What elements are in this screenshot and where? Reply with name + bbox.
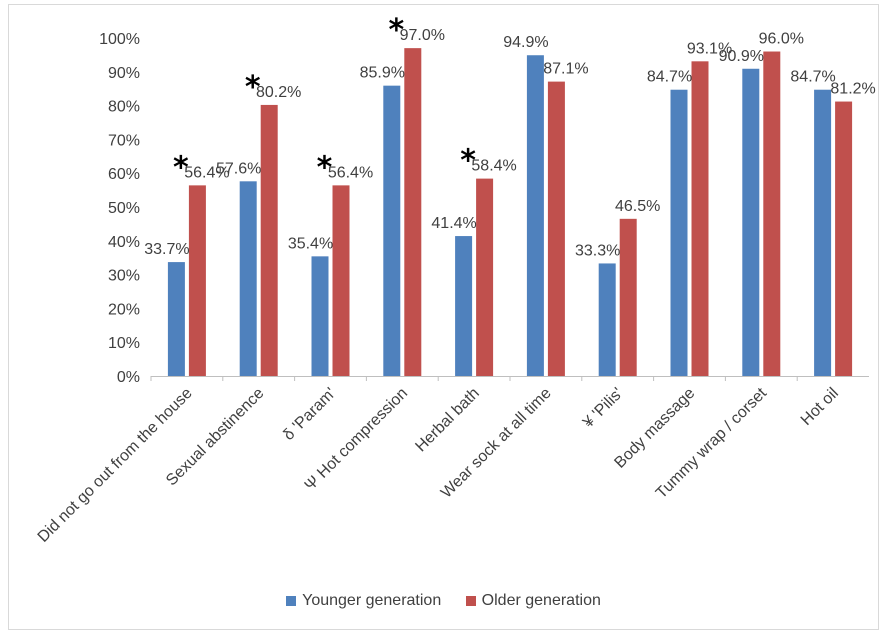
data-label-younger: 85.9% xyxy=(360,65,405,82)
data-label-older: 56.4% xyxy=(184,164,229,181)
y-tick-label: 40% xyxy=(108,234,140,251)
x-tick-label: Did not go out from the house xyxy=(35,385,196,546)
data-label-younger: 84.7% xyxy=(647,69,692,86)
significance-marker: * xyxy=(245,70,261,105)
legend: Younger generation Older generation xyxy=(0,592,887,610)
x-tick-label: δ 'Param' xyxy=(280,385,339,444)
data-label-older: 96.0% xyxy=(759,31,804,48)
significance-marker: * xyxy=(317,150,333,185)
data-label-younger: 33.3% xyxy=(575,242,620,259)
data-label-younger: 57.6% xyxy=(216,160,261,177)
y-tick-label: 90% xyxy=(108,65,140,82)
data-label-younger: 35.4% xyxy=(288,235,333,252)
bar-older xyxy=(763,51,781,377)
data-label-younger: 33.7% xyxy=(144,241,189,258)
y-tick-label: 70% xyxy=(108,132,140,149)
significance-marker: * xyxy=(388,13,404,48)
significance-marker: * xyxy=(173,150,189,185)
y-tick-label: 10% xyxy=(108,335,140,352)
data-label-younger: 41.4% xyxy=(431,215,476,232)
bar-older xyxy=(404,48,422,376)
bar-older xyxy=(332,185,350,376)
bar-younger xyxy=(598,263,616,376)
legend-label-younger: Younger generation xyxy=(302,592,442,609)
significance-marker: * xyxy=(460,144,476,179)
bar-older xyxy=(619,218,637,376)
bar-older xyxy=(476,178,494,376)
legend-label-older: Older generation xyxy=(481,592,601,609)
bar-older xyxy=(835,101,853,376)
data-label-older: 46.5% xyxy=(615,198,660,215)
legend-item-older: Older generation xyxy=(465,592,601,610)
x-tick-label: Hot oil xyxy=(798,385,842,429)
y-tick-label: 100% xyxy=(99,31,140,48)
bar-younger xyxy=(814,89,832,377)
data-label-younger: 94.9% xyxy=(503,34,548,51)
legend-swatch-younger xyxy=(286,596,297,606)
data-label-younger: 90.9% xyxy=(719,48,764,65)
y-tick-label: 20% xyxy=(108,301,140,318)
data-label-older: 93.1% xyxy=(687,40,732,57)
bar-younger xyxy=(526,55,544,376)
y-tick-label: 0% xyxy=(117,369,140,386)
legend-item-younger: Younger generation xyxy=(286,592,441,610)
bar-younger xyxy=(239,181,257,376)
data-label-older: 58.4% xyxy=(471,158,516,175)
bar-younger xyxy=(455,236,473,376)
bar-younger xyxy=(670,89,688,377)
chart-frame xyxy=(8,4,879,630)
y-tick-label: 50% xyxy=(108,200,140,217)
data-label-older: 80.2% xyxy=(256,84,301,101)
bar-younger xyxy=(383,85,401,377)
data-label-older: 87.1% xyxy=(543,61,588,78)
legend-swatch-older xyxy=(465,596,476,606)
bar-older xyxy=(260,104,278,376)
bar-older xyxy=(547,81,565,377)
y-tick-label: 80% xyxy=(108,99,140,116)
bar-younger xyxy=(311,256,329,376)
bar-older xyxy=(188,185,206,376)
data-label-older: 81.2% xyxy=(830,81,875,98)
data-label-older: 97.0% xyxy=(400,27,445,44)
x-tick-label: Herbal bath xyxy=(412,385,483,456)
y-tick-label: 30% xyxy=(108,268,140,285)
data-label-younger: 84.7% xyxy=(790,69,835,86)
y-tick-label: 60% xyxy=(108,166,140,183)
bar-older xyxy=(691,61,709,377)
bar-younger xyxy=(742,68,760,377)
data-label-older: 56.4% xyxy=(328,164,373,181)
bar-younger xyxy=(167,262,185,376)
x-tick-label: ¥ 'Pilis' xyxy=(579,385,626,432)
